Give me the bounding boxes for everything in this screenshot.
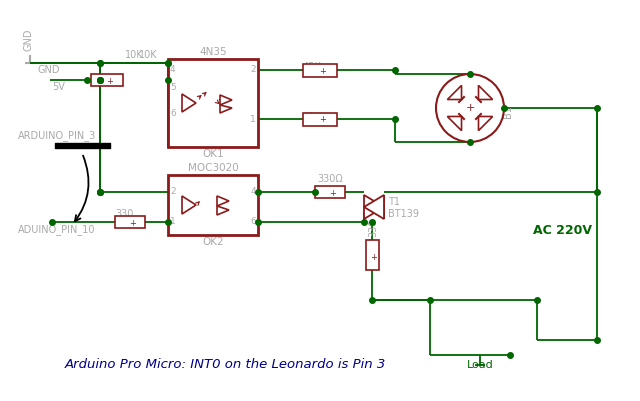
Polygon shape [217,206,229,215]
Polygon shape [364,195,384,219]
Polygon shape [479,85,493,99]
Text: OK1: OK1 [202,149,224,159]
Text: +: + [330,188,337,198]
Polygon shape [479,116,493,131]
Polygon shape [220,95,232,105]
Polygon shape [182,94,196,112]
Text: 4N35: 4N35 [199,47,227,57]
Bar [168,59,258,147]
Bar [365,240,378,270]
Polygon shape [447,85,461,99]
Text: AC 220V: AC 220V [533,223,592,237]
Bar [115,216,145,228]
Bar [303,113,337,126]
Text: 2: 2 [170,188,175,196]
Text: +: + [319,115,326,124]
Text: 4: 4 [250,188,256,196]
Bar [168,175,258,235]
Text: 330: 330 [368,219,378,237]
Text: +: + [465,103,475,113]
Polygon shape [220,105,232,113]
Text: B1: B1 [503,105,513,118]
Text: +: + [129,219,136,227]
Bar [303,63,337,77]
Text: 6: 6 [170,109,176,117]
Text: 1: 1 [170,217,176,227]
Bar [315,186,345,198]
Text: 2: 2 [250,65,256,75]
Text: GND: GND [23,28,33,51]
Polygon shape [364,195,384,219]
Text: +: + [107,77,113,85]
Text: BT139: BT139 [388,209,419,219]
Text: ADUINO_PIN_10: ADUINO_PIN_10 [18,224,95,235]
Polygon shape [182,196,196,214]
Text: MOC3020: MOC3020 [188,163,238,173]
Text: Load: Load [467,360,493,370]
Text: 10K: 10K [125,50,143,60]
Bar [91,74,123,86]
Text: 6: 6 [250,217,256,227]
Text: 45K: 45K [303,63,322,73]
Text: 1: 1 [250,115,256,124]
Polygon shape [447,116,461,131]
Text: 330Ω: 330Ω [317,174,343,184]
Text: 5: 5 [170,83,176,91]
Polygon shape [217,196,229,206]
Text: T1: T1 [388,197,400,207]
Text: Arduino Pro Micro: INT0 on the Leonardo is Pin 3: Arduino Pro Micro: INT0 on the Leonardo … [65,358,387,371]
Text: GND: GND [38,65,61,75]
Text: +: + [371,253,378,263]
Text: +: + [319,67,326,75]
Text: 45K: 45K [303,111,322,122]
Text: ARDUINO_PIN_3: ARDUINO_PIN_3 [18,130,96,141]
Text: 5V: 5V [52,82,65,92]
Text: OK2: OK2 [202,237,224,247]
Text: 4: 4 [170,65,175,75]
Text: 330: 330 [116,209,134,219]
Text: 10K: 10K [139,50,157,60]
